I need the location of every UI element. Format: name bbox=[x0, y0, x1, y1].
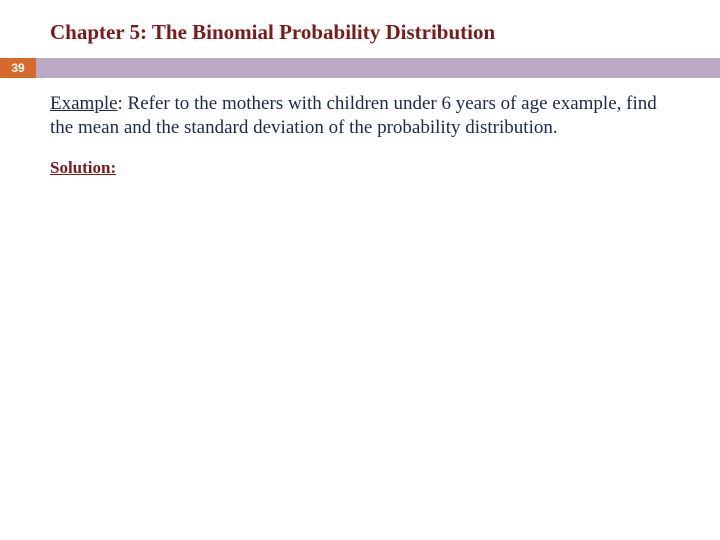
example-label: Example bbox=[50, 93, 118, 114]
slide-body: Example: Refer to the mothers with child… bbox=[50, 92, 675, 178]
badge-bar bbox=[36, 58, 720, 78]
example-body-text: : Refer to the mothers with children und… bbox=[50, 93, 657, 138]
page-number-badge: 39 bbox=[0, 58, 36, 78]
slide: Chapter 5: The Binomial Probability Dist… bbox=[0, 0, 720, 540]
badge-row: 39 bbox=[0, 58, 720, 78]
slide-title: Chapter 5: The Binomial Probability Dist… bbox=[50, 20, 495, 45]
solution-label: Solution: bbox=[50, 158, 675, 178]
example-paragraph: Example: Refer to the mothers with child… bbox=[50, 92, 675, 140]
